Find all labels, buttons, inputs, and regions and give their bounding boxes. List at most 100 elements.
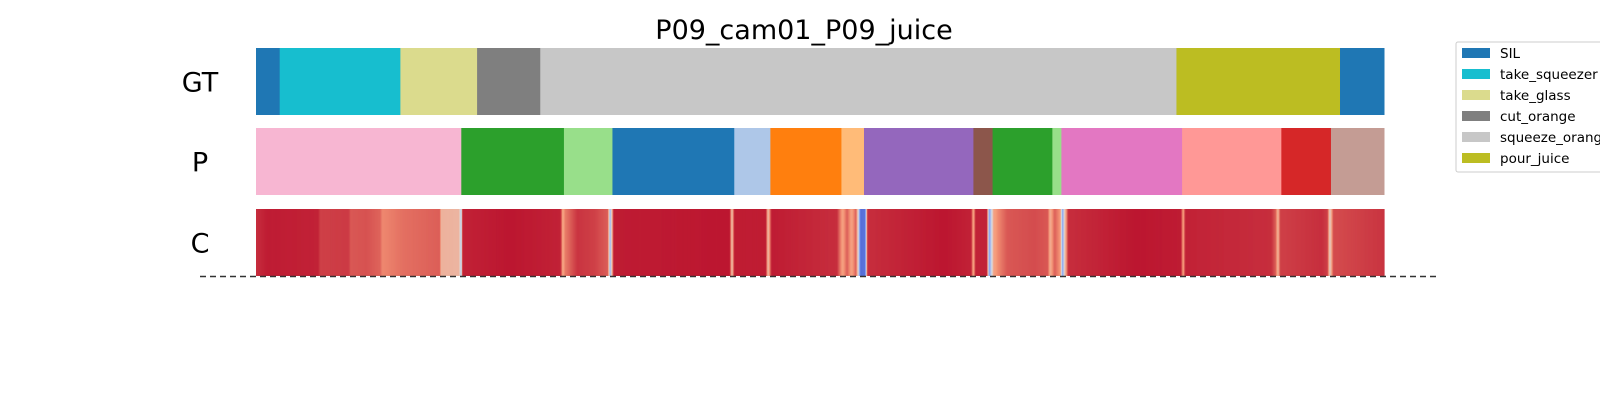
- confidence-strip: [532, 209, 535, 276]
- confidence-strip: [1262, 209, 1264, 276]
- confidence-strip: [954, 209, 957, 276]
- confidence-strip: [744, 209, 746, 276]
- confidence-strip: [451, 209, 453, 276]
- confidence-strip: [1056, 209, 1059, 276]
- confidence-strip: [536, 209, 539, 276]
- confidence-strip: [381, 209, 383, 276]
- confidence-strip: [773, 209, 776, 276]
- confidence-strip: [929, 209, 931, 276]
- segment: [612, 128, 735, 195]
- confidence-strip: [272, 209, 274, 276]
- confidence-strip: [1290, 209, 1292, 276]
- confidence-strip: [435, 209, 438, 276]
- confidence-strip: [1101, 209, 1103, 276]
- confidence-strip: [405, 209, 408, 276]
- confidence-strip: [1214, 209, 1216, 276]
- confidence-strip: [260, 209, 263, 276]
- confidence-strip: [471, 209, 473, 276]
- confidence-strip: [768, 209, 771, 276]
- confidence-strip: [1328, 209, 1330, 276]
- confidence-strip: [632, 209, 635, 276]
- confidence-strip: [389, 209, 391, 276]
- confidence-strip: [322, 209, 324, 276]
- confidence-strip: [992, 209, 994, 276]
- confidence-strip: [904, 209, 906, 276]
- confidence-strip: [1313, 209, 1315, 276]
- confidence-strip: [939, 209, 941, 276]
- confidence-strip: [1250, 209, 1252, 276]
- confidence-strip: [291, 209, 293, 276]
- confidence-strip: [413, 209, 415, 276]
- confidence-strip: [266, 209, 268, 276]
- confidence-strip: [386, 209, 388, 276]
- confidence-strip: [892, 209, 894, 276]
- confidence-strip: [736, 209, 738, 276]
- confidence-strip: [1339, 209, 1341, 276]
- confidence-strip: [935, 209, 937, 276]
- confidence-strip: [844, 209, 846, 276]
- confidence-strip: [1374, 209, 1376, 276]
- confidence-strip: [518, 209, 521, 276]
- confidence-strip: [1216, 209, 1218, 276]
- confidence-strip: [1136, 209, 1139, 276]
- confidence-strip: [886, 209, 888, 276]
- confidence-strip: [448, 209, 451, 276]
- confidence-strip: [1046, 209, 1049, 276]
- confidence-strip: [977, 209, 980, 276]
- confidence-strip: [1020, 209, 1023, 276]
- confidence-strip: [372, 209, 374, 276]
- confidence-strip: [367, 209, 370, 276]
- confidence-strip: [1283, 209, 1285, 276]
- confidence-strip: [1270, 209, 1272, 276]
- confidence-strip: [1063, 209, 1065, 276]
- confidence-strip: [799, 209, 801, 276]
- confidence-strip: [1129, 209, 1132, 276]
- confidence-strip: [1002, 209, 1005, 276]
- confidence-strip: [1146, 209, 1149, 276]
- confidence-strip: [346, 209, 349, 276]
- confidence-strip: [293, 209, 295, 276]
- confidence-strip: [1314, 209, 1316, 276]
- confidence-strip: [1183, 209, 1186, 276]
- confidence-strip: [1306, 209, 1308, 276]
- confidence-strip: [615, 209, 618, 276]
- confidence-strip: [1227, 209, 1229, 276]
- confidence-strip: [1357, 209, 1359, 276]
- confidence-strip: [317, 209, 319, 276]
- confidence-strip: [1359, 209, 1361, 276]
- confidence-strip: [1041, 209, 1043, 276]
- confidence-strip: [463, 209, 465, 276]
- confidence-strip: [288, 209, 290, 276]
- confidence-strip: [1308, 209, 1310, 276]
- confidence-strip: [649, 209, 651, 276]
- confidence-strip: [1134, 209, 1137, 276]
- confidence-strip: [1294, 209, 1296, 276]
- confidence-strip: [621, 209, 624, 276]
- confidence-strip: [989, 209, 992, 276]
- confidence-strip: [1246, 209, 1248, 276]
- confidence-strip: [309, 209, 311, 276]
- segment: [841, 128, 865, 195]
- confidence-strip: [285, 209, 287, 276]
- confidence-strip: [262, 209, 265, 276]
- confidence-strip: [347, 209, 350, 276]
- confidence-strip: [659, 209, 661, 276]
- confidence-strip: [420, 209, 422, 276]
- confidence-strip: [371, 209, 373, 276]
- confidence-strip: [1151, 209, 1154, 276]
- confidence-strip: [1029, 209, 1032, 276]
- confidence-strip: [527, 209, 530, 276]
- confidence-strip: [768, 209, 770, 276]
- confidence-strip: [492, 209, 494, 276]
- confidence-strip: [827, 209, 829, 276]
- confidence-strip: [1370, 209, 1372, 276]
- confidence-strip: [459, 209, 461, 276]
- confidence-strip: [1070, 209, 1072, 276]
- confidence-strip: [937, 209, 939, 276]
- confidence-strip: [822, 209, 824, 276]
- confidence-strip: [587, 209, 590, 276]
- confidence-strip: [1225, 209, 1227, 276]
- confidence-strip: [717, 209, 720, 276]
- confidence-strip: [380, 209, 382, 276]
- confidence-strip: [517, 209, 520, 276]
